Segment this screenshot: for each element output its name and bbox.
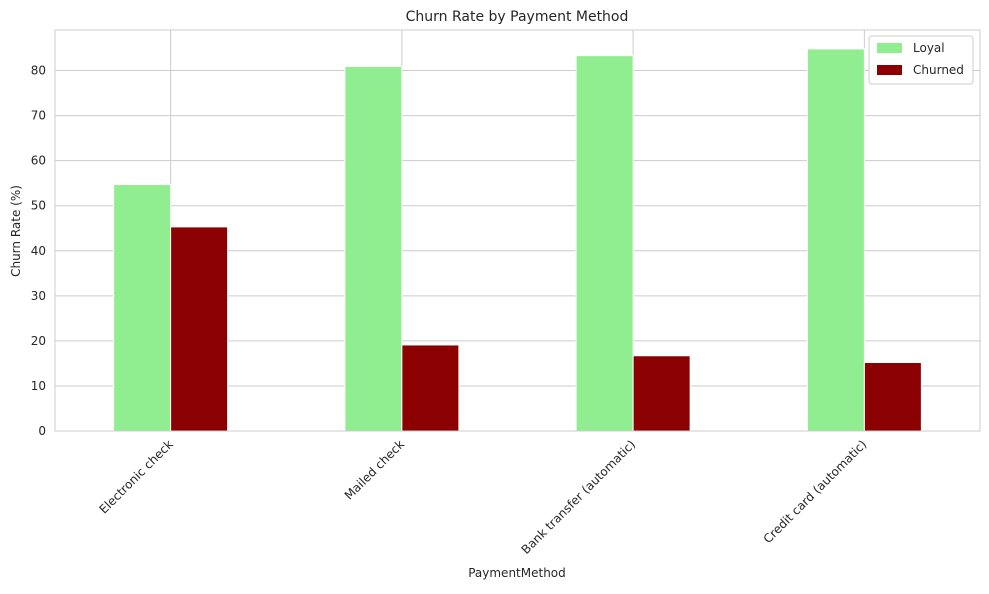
y-tick-labels: 0 10 20 30 40 50 60 70 80 bbox=[31, 64, 46, 438]
x-tick-labels: Electronic check Mailed check Bank transfe… bbox=[96, 437, 869, 557]
chart-title: Churn Rate by Payment Method bbox=[406, 9, 629, 25]
x-tick-label-mailed-check: Mailed check bbox=[342, 437, 407, 502]
y-tick-label: 20 bbox=[31, 334, 46, 348]
bar-loyal-bank-transfer-automatic bbox=[575, 55, 634, 432]
bar-churned-electronic-check bbox=[170, 226, 229, 432]
y-tick-label: 10 bbox=[31, 379, 46, 393]
legend: Loyal Churned bbox=[868, 35, 974, 85]
y-tick-label: 40 bbox=[31, 244, 46, 258]
bar-loyal-credit-card-automatic bbox=[806, 48, 865, 432]
x-tick-label-electronic-check: Electronic check bbox=[96, 437, 175, 516]
bar-churned-bank-transfer-automatic bbox=[632, 355, 691, 432]
bar-churned-credit-card-automatic bbox=[863, 362, 922, 432]
bar-churned-mailed-check bbox=[401, 344, 460, 432]
bars bbox=[113, 48, 922, 432]
y-axis-label: Churn Rate (%) bbox=[9, 185, 23, 277]
y-tick-label: 70 bbox=[31, 109, 46, 123]
bar-loyal-mailed-check bbox=[344, 65, 403, 432]
y-tick-label: 50 bbox=[31, 199, 46, 213]
y-tick-label: 0 bbox=[38, 424, 46, 438]
y-tick-label: 60 bbox=[31, 154, 46, 168]
x-tick-label-credit-card-automatic: Credit card (automatic) bbox=[761, 437, 870, 546]
bar-loyal-electronic-check bbox=[113, 184, 172, 432]
y-tick-label: 30 bbox=[31, 289, 46, 303]
legend-label-churned: Churned bbox=[913, 63, 964, 77]
legend-swatch-churned bbox=[877, 65, 902, 75]
legend-label-loyal: Loyal bbox=[913, 41, 945, 55]
x-axis-label: PaymentMethod bbox=[468, 566, 566, 580]
x-tick-label-bank-transfer-automatic: Bank transfer (automatic) bbox=[519, 437, 639, 557]
plot-frame bbox=[54, 29, 981, 432]
legend-swatch-loyal bbox=[877, 43, 902, 53]
y-tick-label: 80 bbox=[31, 64, 46, 78]
